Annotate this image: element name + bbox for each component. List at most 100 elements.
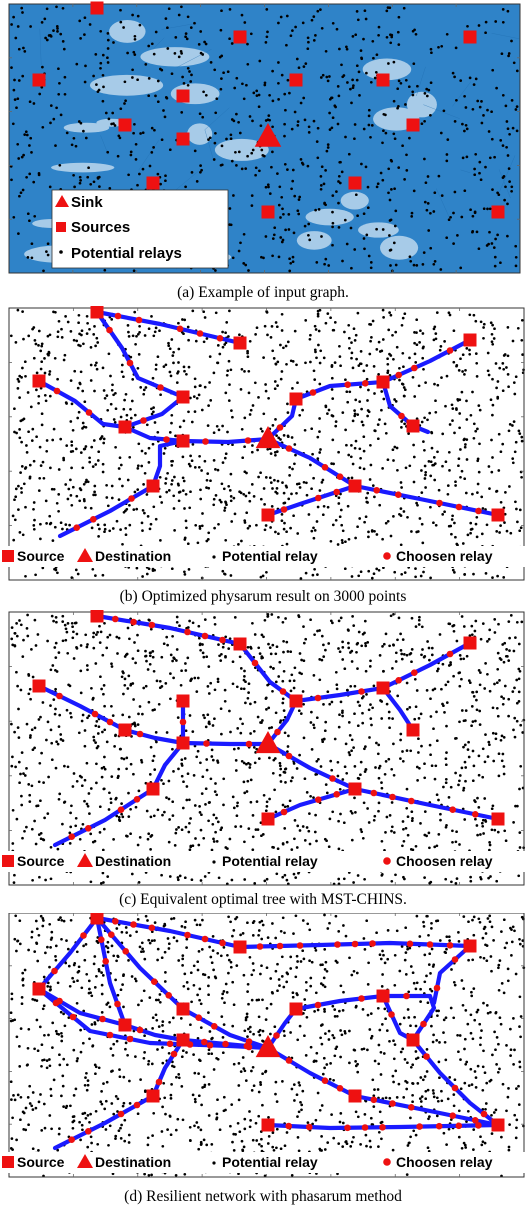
chosen-relay-dot [157, 384, 164, 391]
chosen-relay-dot [98, 936, 105, 943]
source-marker [176, 736, 190, 750]
chosen-relay-dot [201, 632, 209, 640]
chosen-relay-dot [211, 1023, 218, 1030]
chosen-relay-dot [244, 437, 252, 444]
chosen-relay-dot [455, 1122, 463, 1130]
source-marker [233, 637, 247, 651]
legend-sources-label: Sources [71, 219, 130, 236]
chosen-relay-dot [130, 618, 137, 626]
chosen-relay-dot [329, 775, 336, 782]
chosen-relay-dot [114, 1000, 121, 1008]
chosen-relay-dot [114, 312, 122, 320]
chosen-relay-dot [126, 1035, 134, 1043]
chosen-relay-dot [280, 506, 288, 513]
legend-chosen-relay-label: Choosen relay [396, 853, 493, 869]
chosen-relay-dot [106, 1031, 114, 1039]
chosen-relay-dot [336, 1085, 344, 1092]
legend-potential-relay-label: Potential relay [222, 548, 318, 564]
chosen-relay-dot [321, 1077, 329, 1084]
chosen-relay-dot [196, 330, 204, 337]
chosen-relay-dot [408, 797, 415, 805]
chosen-relay-dot [68, 1136, 75, 1143]
chosen-relay-dot [314, 1001, 322, 1009]
source-marker [463, 939, 477, 953]
sink-marker [255, 1035, 281, 1058]
chosen-relay-dot [69, 1013, 77, 1021]
chosen-relay-dot [219, 939, 226, 947]
chosen-relay-dot [106, 718, 114, 726]
chosen-relay-dot [276, 424, 284, 431]
chosen-relay-dot [411, 364, 418, 372]
chosen-relay-dot [403, 992, 410, 1000]
chosen-relay-dot [85, 825, 92, 832]
source-marker [491, 205, 505, 219]
source-marker [348, 1089, 362, 1103]
resilient-network-plot: Source Destination Potential relay Choosen … [0, 913, 526, 1178]
chosen-relay-dot [73, 524, 80, 531]
chosen-relay-dot [449, 1112, 457, 1119]
chosen-relay-dot [85, 409, 93, 416]
chosen-relay-dot [148, 924, 156, 932]
source-marker [32, 679, 46, 693]
source-marker [348, 479, 362, 493]
source-marker [146, 479, 160, 493]
source-marker [118, 420, 132, 434]
chosen-relays [51, 918, 488, 1143]
chosen-relay-dot [201, 935, 209, 943]
legend-destination-label: Destination [95, 853, 171, 869]
chosen-relay-dot [280, 808, 288, 816]
source-marker [376, 989, 390, 1003]
source-marker [233, 336, 247, 350]
chosen-relay-dot [133, 796, 141, 803]
chosen-relay-dot [455, 503, 463, 511]
legend-chosen-relay-label: Choosen relay [396, 1154, 493, 1170]
sink-marker [255, 731, 281, 754]
chosen-relay-dot [451, 1084, 459, 1092]
potential-relays [9, 5, 519, 273]
legend-sink-label: Sink [71, 194, 103, 211]
chosen-relay-dot [446, 942, 454, 949]
chosen-relay-dot [108, 931, 115, 938]
caption-c: (c) Equivalent optimal tree with MST-CHI… [119, 891, 407, 908]
legend-destination-icon [77, 853, 93, 867]
chosen-relay-dot [176, 325, 184, 333]
chosen-relay-dot [426, 941, 434, 948]
source-marker [176, 89, 190, 103]
chosen-relay-dot [184, 931, 191, 939]
chosen-relay-dot [472, 811, 479, 818]
chosen-relay-dot [91, 710, 99, 718]
legend-sources-icon [56, 222, 66, 232]
chosen-relay-dot [222, 1040, 229, 1048]
legend-source-label: Source [17, 548, 65, 564]
chosen-relay-dot [395, 677, 403, 684]
chosen-relay-dot [321, 464, 329, 471]
source-marker [289, 1002, 303, 1016]
chosen-relay-dot [296, 942, 304, 949]
legend-source-icon [2, 1156, 14, 1168]
source-marker [233, 30, 247, 44]
chosen-relay-dot [140, 417, 147, 424]
source-marker [146, 176, 160, 190]
chosen-relay-dot [373, 487, 381, 494]
chosen-relay-dot [472, 1117, 479, 1124]
source-marker [406, 118, 420, 132]
chosen-relay-dot [449, 806, 457, 813]
sources [32, 306, 505, 522]
source-marker [32, 73, 46, 87]
chosen-relay-dot [333, 791, 341, 798]
path-segment [122, 727, 186, 746]
legend-bg [0, 851, 526, 872]
chosen-relay-dot [279, 688, 287, 695]
legend-source-label: Source [17, 1154, 65, 1170]
path-segment [431, 943, 473, 1006]
chosen-relay-dot [398, 412, 405, 420]
chosen-relay-dot [379, 1124, 386, 1131]
chosen-relay-dot [370, 789, 378, 797]
source-marker [376, 681, 390, 695]
source-marker [463, 333, 477, 347]
legend-chosen-relay-icon [383, 1158, 391, 1166]
source-marker [491, 1118, 505, 1132]
source-marker [289, 73, 303, 87]
chosen-relay-dot [408, 1104, 415, 1111]
source-marker [491, 812, 505, 826]
